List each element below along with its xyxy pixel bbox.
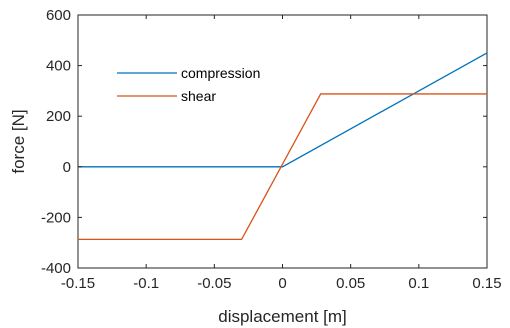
y-axis-label: force [N] [9, 109, 28, 173]
x-tick-label: 0.15 [472, 275, 501, 292]
legend: compression shear [117, 65, 260, 104]
legend-label-compression: compression [181, 65, 260, 81]
y-tick-label: 400 [46, 58, 71, 75]
plot-frame [77, 14, 488, 269]
y-tick-label: 200 [46, 108, 71, 125]
series-line-shear [78, 93, 487, 241]
x-axis-label: displacement [m] [218, 307, 347, 326]
y-tick-label: -200 [41, 209, 71, 226]
legend-label-shear: shear [181, 88, 216, 104]
y-tick-label: -400 [41, 260, 71, 277]
plot-area: -0.15 -0.1 -0.05 0 0.05 0.1 0.15 -400 -200 0 200 4… [41, 7, 502, 292]
x-tick-label: -0.1 [133, 275, 159, 292]
y-tick-label: 0 [63, 159, 71, 176]
series-line-compression [78, 52, 488, 168]
y-ticks: -400 -200 0 200 400 600 [41, 7, 487, 277]
x-tick-label: 0.05 [336, 275, 365, 292]
x-tick-label: 0.1 [408, 275, 429, 292]
x-tick-label: 0 [278, 275, 286, 292]
x-ticks: -0.15 -0.1 -0.05 0 0.05 0.1 0.15 [61, 15, 502, 292]
y-tick-label: 600 [46, 7, 71, 24]
x-tick-label: -0.05 [197, 275, 231, 292]
x-tick-label: -0.15 [61, 275, 95, 292]
series-layer [78, 52, 488, 241]
